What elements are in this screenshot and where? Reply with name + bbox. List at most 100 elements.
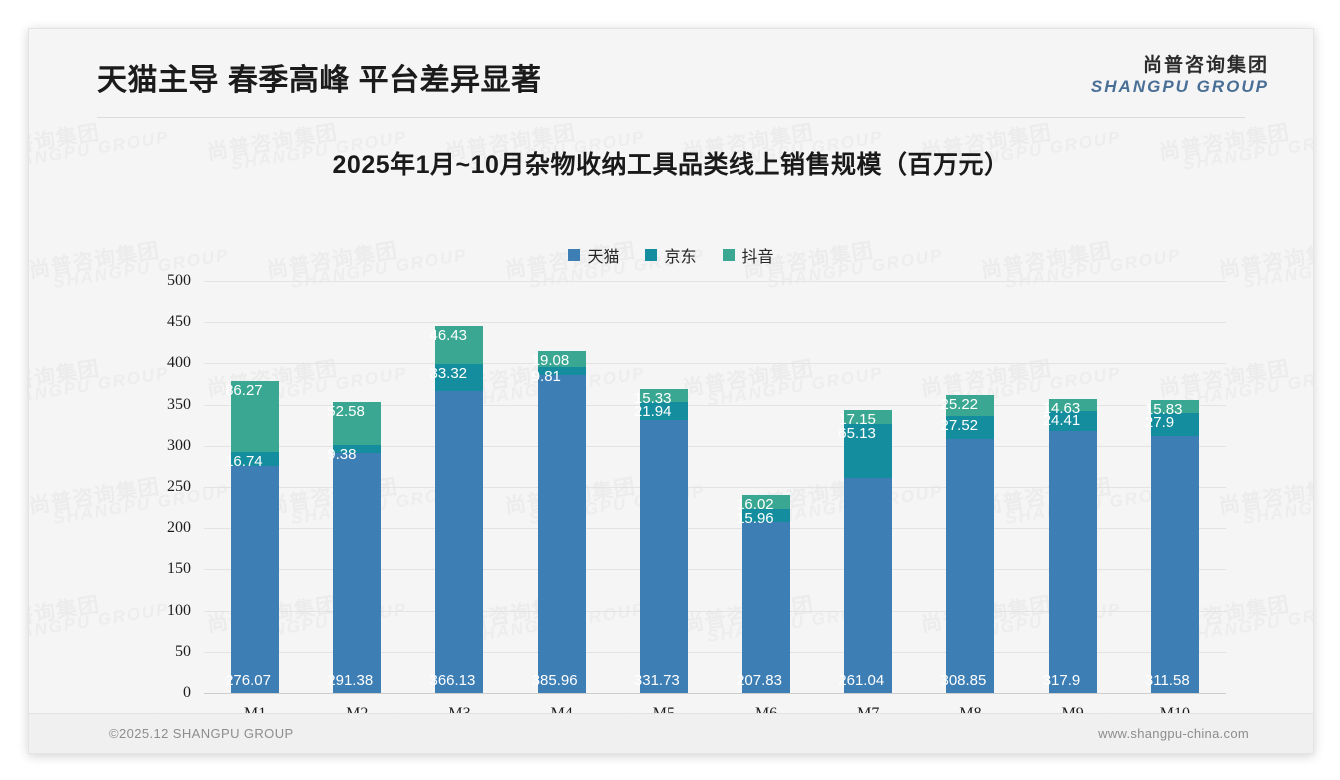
bar-segment-京东[interactable]: 24.41 xyxy=(1043,410,1097,432)
legend-swatch-icon xyxy=(722,249,735,261)
bar-segment-天猫[interactable]: 291.38 xyxy=(327,452,382,693)
bar-group[interactable]: 366.13 33.32 46.43 M3 xyxy=(408,281,510,713)
stacked-bar[interactable]: 331.73 21.94 15.33 xyxy=(634,281,688,693)
bar-segment-抖音[interactable]: 46.43 xyxy=(429,325,484,364)
brand-name-en: SHANGPU GROUP xyxy=(1090,76,1269,96)
bar-value-label: 385.96 xyxy=(531,672,578,689)
bar-value-label: 27.52 xyxy=(940,416,979,434)
gridline xyxy=(204,404,1226,406)
gridline xyxy=(204,569,1226,571)
brand-logo: 尚普咨询集团 SHANGPU GROUP xyxy=(1091,55,1269,96)
legend-item-天猫[interactable]: 天猫 xyxy=(568,243,619,267)
bar-value-label: 19.08 xyxy=(531,352,570,370)
stacked-bar[interactable]: 261.04 65.13 17.15 xyxy=(838,281,893,693)
bar-segment-京东[interactable]: 33.32 xyxy=(429,363,484,392)
bar-group[interactable]: 311.58 27.915.83 M10 xyxy=(1124,281,1226,713)
bar-value-label: 21.94 xyxy=(633,402,672,420)
bar-segment-抖音[interactable]: 25.22 xyxy=(940,395,995,416)
bar-segment-天猫[interactable]: 331.73 xyxy=(634,419,688,693)
bar-value-label: 86.27 xyxy=(225,381,263,399)
legend-swatch-icon xyxy=(568,249,581,261)
bar-segment-京东[interactable]: 27.9 xyxy=(1145,413,1199,437)
bar-value-label: 276.07 xyxy=(225,672,271,689)
bar-segment-抖音[interactable]: 16.02 xyxy=(736,495,791,513)
bar-segment-抖音[interactable]: 15.33 xyxy=(634,388,688,407)
y-axis-tick-label: 500 xyxy=(167,272,191,289)
bar-value-label: 15.33 xyxy=(633,389,672,407)
bar-value-label: 17.15 xyxy=(838,411,876,429)
x-axis-tick-label: M9 xyxy=(1022,705,1124,713)
stacked-bar[interactable]: 317.9 24.41 14.63 xyxy=(1043,281,1097,693)
stacked-bar[interactable]: 276.07 16.74 86.27 xyxy=(225,281,280,693)
x-axis-tick-label: M1 xyxy=(204,705,306,713)
bar-segment-京东[interactable]: 65.13 xyxy=(838,424,893,478)
bar-segment-天猫[interactable]: 207.83 xyxy=(736,521,791,693)
legend-item-京东[interactable]: 京东 xyxy=(645,243,697,267)
legend-item-抖音[interactable]: 抖音 xyxy=(722,243,774,267)
gridline xyxy=(204,445,1226,447)
bar-segment-抖音[interactable]: 86.27 xyxy=(225,380,280,452)
bar-segment-天猫[interactable]: 311.58 xyxy=(1145,436,1199,693)
y-axis-tick-label: 100 xyxy=(167,601,191,619)
stacked-bar[interactable]: 366.13 33.32 46.43 xyxy=(429,281,484,693)
stacked-bar[interactable]: 207.83 15.96 16.02 xyxy=(736,281,791,693)
bar-value-label: 15.96 xyxy=(736,509,774,527)
legend-label: 抖音 xyxy=(741,249,774,266)
bar-segment-抖音[interactable]: 17.15 xyxy=(838,410,893,428)
gridline xyxy=(204,610,1226,612)
bar-segment-天猫[interactable]: 308.85 xyxy=(940,438,995,693)
bar-group[interactable]: 276.07 16.74 86.27 M1 xyxy=(204,281,306,713)
bar-segment-抖音[interactable]: 19.08 xyxy=(532,351,586,369)
brand-name-cn: 尚普咨询集团 xyxy=(1142,55,1269,76)
slide-footer: ©2025.12 SHANGPU GROUP www.shangpu-china… xyxy=(29,713,1313,753)
gridline xyxy=(204,487,1226,488)
bar-segment-天猫[interactable]: 366.13 xyxy=(429,391,484,693)
bar-value-label: 16.74 xyxy=(225,452,263,470)
stacked-bar[interactable]: 385.96 9.81 19.08 xyxy=(532,281,586,693)
y-axis-tick-label: 0 xyxy=(183,684,191,701)
bar-segment-天猫[interactable]: 317.9 xyxy=(1043,431,1097,693)
bar-segment-抖音[interactable]: 14.63 xyxy=(1043,398,1097,417)
y-axis-tick-label: 400 xyxy=(167,354,191,372)
y-axis-tick-label: 50 xyxy=(175,642,191,660)
bar-segment-天猫[interactable]: 385.96 xyxy=(532,374,586,693)
watermark-text-cn: 尚普咨询集团 xyxy=(29,702,228,713)
bar-value-label: 27.9 xyxy=(1144,414,1175,432)
stacked-bar[interactable]: 291.38 9.38 52.58 xyxy=(327,281,382,693)
bar-segment-京东[interactable]: 9.38 xyxy=(327,445,382,463)
bar-value-label: 15.83 xyxy=(1144,401,1183,419)
watermark-text-cn: 尚普咨询集团 xyxy=(1217,475,1313,519)
stacked-bar[interactable]: 311.58 27.9 15.83 xyxy=(1145,281,1199,693)
x-axis-tick-label: M4 xyxy=(511,705,613,713)
x-axis-tick-label: M3 xyxy=(408,705,510,713)
bar-segment-天猫[interactable]: 261.04 xyxy=(838,477,893,693)
bar-group[interactable]: 291.38 9.38 52.58 M2 xyxy=(306,281,408,713)
legend-label: 天猫 xyxy=(587,249,620,266)
bar-segment-天猫[interactable]: 276.07 xyxy=(225,465,280,693)
bar-segment-抖音[interactable]: 52.58 xyxy=(327,401,382,446)
bar-segment-京东[interactable]: 21.94 xyxy=(634,401,688,420)
bar-value-label: 311.58 xyxy=(1144,672,1190,689)
legend-swatch-icon xyxy=(645,249,658,261)
y-axis-tick-label: 250 xyxy=(167,478,191,495)
y-axis-tick-label: 200 xyxy=(167,519,191,537)
bar-group[interactable]: 308.85 27.52 25.22 M8 xyxy=(919,281,1021,713)
gridline xyxy=(204,693,1226,694)
x-axis-tick-label: M6 xyxy=(715,705,817,713)
bar-segment-京东[interactable]: 16.74 xyxy=(225,451,280,470)
bar-segment-抖音[interactable]: 15.83 xyxy=(1145,400,1199,418)
bar-segment-京东[interactable]: 9.81 xyxy=(532,366,586,385)
bar-segment-京东[interactable]: 15.96 xyxy=(736,508,791,527)
gridline xyxy=(204,281,1226,282)
bar-value-label: 46.43 xyxy=(429,326,468,344)
bar-segment-京东[interactable]: 27.52 xyxy=(940,415,995,439)
gridline xyxy=(204,651,1226,653)
stacked-bar[interactable]: 308.85 27.52 25.22 xyxy=(940,281,995,693)
chart-plot-area: 500 450 400 350 300 250 200 150 100 50 0 276.07 16.7… xyxy=(167,272,1226,713)
